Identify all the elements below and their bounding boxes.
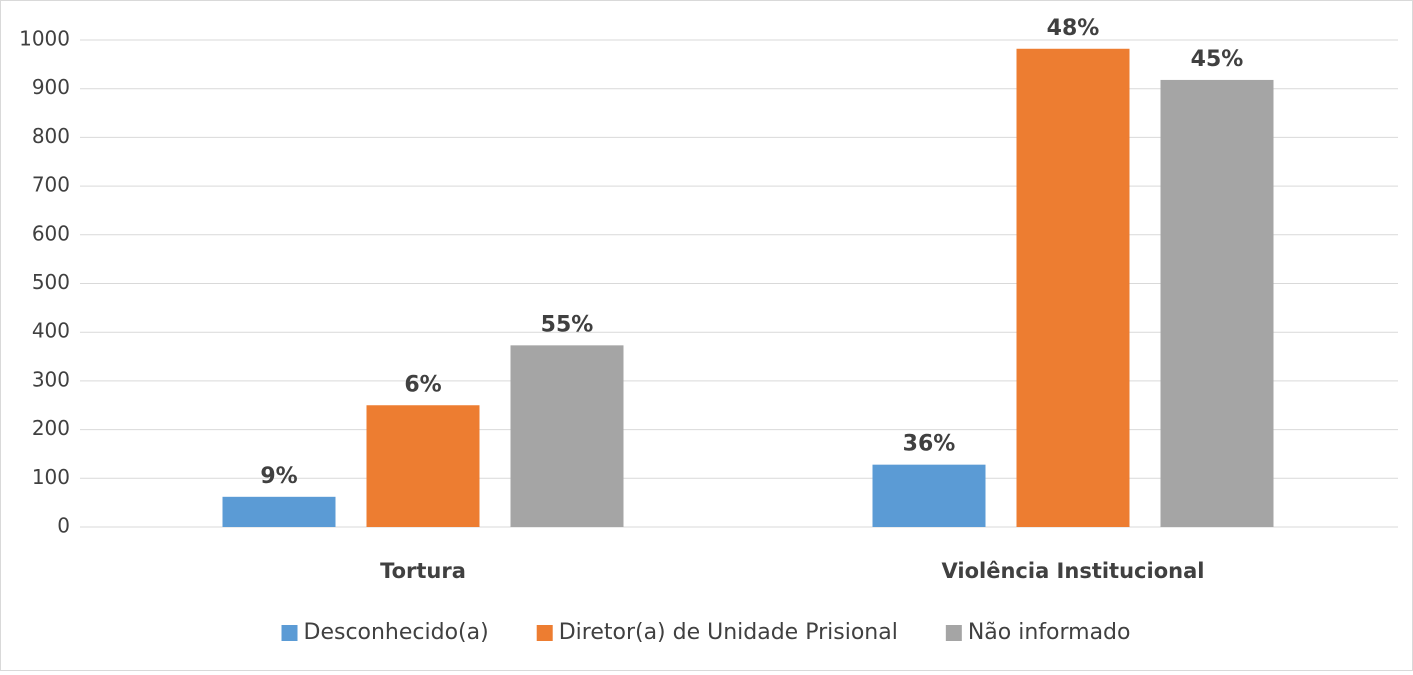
bar — [1016, 48, 1130, 528]
data-label: 48% — [1047, 16, 1100, 41]
y-tick-label: 100 — [32, 465, 70, 489]
y-tick-label: 600 — [32, 221, 70, 245]
data-label: 36% — [903, 432, 956, 457]
legend-swatch — [536, 625, 553, 641]
y-tick-label: 900 — [32, 75, 70, 99]
y-tick-label: 800 — [32, 124, 70, 148]
data-label: 6% — [404, 372, 441, 397]
y-tick-label: 300 — [32, 367, 70, 391]
y-tick-label: 400 — [32, 319, 70, 343]
legend-label: Diretor(a) de Unidade Prisional — [559, 620, 898, 645]
x-tick-label: Violência Institucional — [942, 559, 1205, 583]
y-tick-label: 200 — [32, 416, 70, 440]
y-tick-label: 1000 — [19, 27, 70, 51]
bar — [872, 464, 986, 527]
y-tick-label: 700 — [32, 173, 70, 197]
y-tick-label: 0 — [57, 514, 70, 538]
data-label: 45% — [1191, 47, 1244, 72]
data-label: 9% — [260, 464, 297, 489]
bar — [1160, 79, 1274, 528]
bar — [222, 496, 336, 527]
legend-swatch — [281, 625, 298, 641]
data-label: 55% — [541, 312, 594, 337]
legend-swatch — [945, 625, 962, 641]
y-tick-label: 500 — [32, 270, 70, 294]
legend-label: Não informado — [968, 620, 1131, 645]
x-tick-label: Tortura — [380, 559, 466, 583]
bar — [366, 405, 480, 527]
bar — [510, 345, 624, 527]
legend-label: Desconhecido(a) — [304, 620, 489, 645]
